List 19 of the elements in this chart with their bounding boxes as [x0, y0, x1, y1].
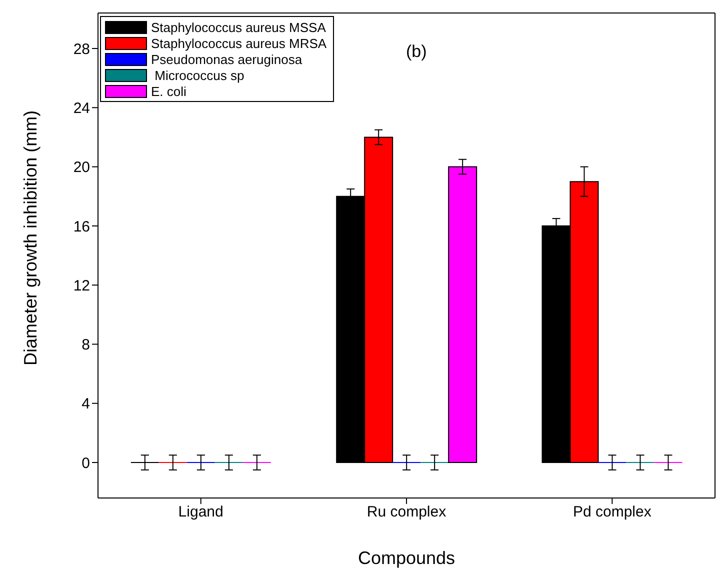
legend-label: Pseudomonas aeruginosa — [151, 52, 302, 66]
x-axis-title: Compounds — [358, 548, 456, 568]
y-tick-label: 4 — [82, 396, 90, 413]
y-tick-label: 12 — [73, 277, 90, 294]
x-tick-label: Ru complex — [366, 504, 447, 521]
y-tick-label: 20 — [73, 159, 90, 176]
legend-label: Staphylococcus aureus MRSA — [151, 36, 327, 50]
x-tick-label: Pd complex — [572, 504, 652, 521]
y-tick-label: 8 — [82, 336, 90, 354]
y-axis-title: Diameter growth inhibition (mm) — [20, 110, 40, 366]
annotation: (b) — [406, 42, 427, 62]
legend-label: Staphylococcus aureus MSSA — [151, 20, 326, 34]
x-tick-label: Ligand — [178, 504, 224, 521]
legend-label: Micrococcus sp — [154, 68, 244, 82]
y-tick-label: 28 — [73, 40, 90, 58]
y-tick-label: 16 — [73, 218, 90, 236]
legend-label: E. coli — [151, 84, 186, 98]
y-tick-label: 24 — [73, 100, 90, 117]
y-tick-label: 0 — [82, 454, 90, 472]
